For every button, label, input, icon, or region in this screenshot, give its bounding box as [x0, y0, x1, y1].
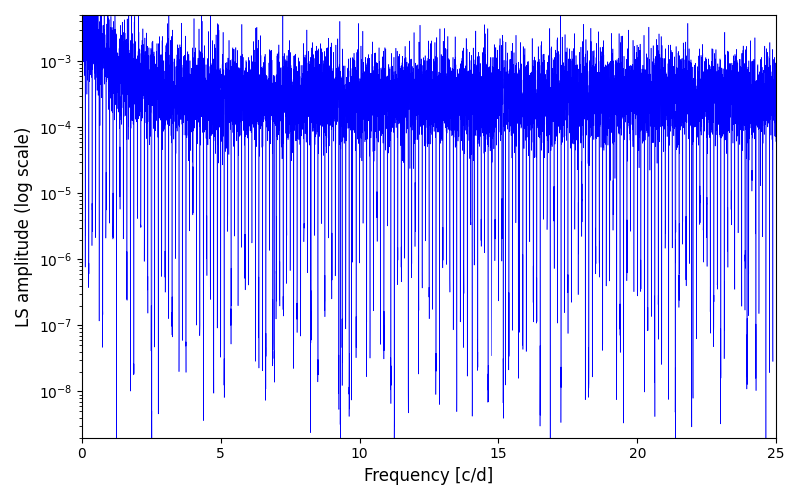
Y-axis label: LS amplitude (log scale): LS amplitude (log scale) — [15, 126, 33, 326]
X-axis label: Frequency [c/d]: Frequency [c/d] — [364, 467, 494, 485]
